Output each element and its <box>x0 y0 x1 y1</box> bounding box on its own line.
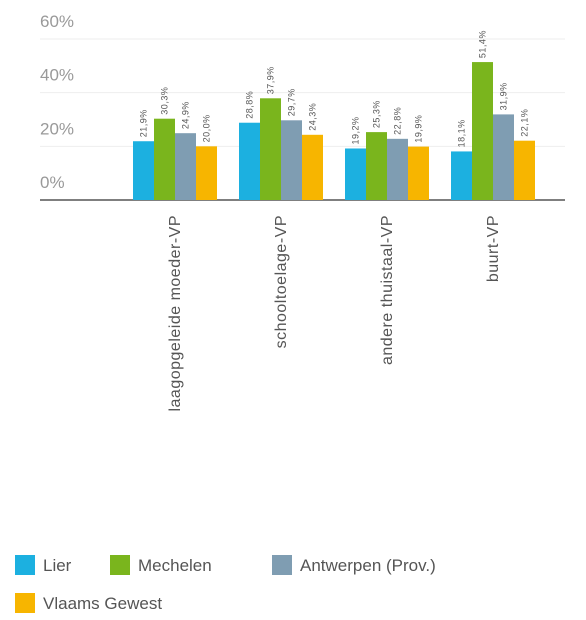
y-tick-label: 60% <box>40 12 74 31</box>
bar <box>281 120 302 200</box>
legend-swatch <box>272 555 292 575</box>
bar <box>154 118 175 200</box>
bar <box>451 151 472 200</box>
value-label: 18,1% <box>457 119 467 147</box>
value-label: 37,9% <box>266 66 276 94</box>
bar <box>133 141 154 200</box>
bar <box>260 98 281 200</box>
bar <box>345 148 366 200</box>
legend-label: Mechelen <box>138 556 212 575</box>
value-label: 51,4% <box>478 30 488 58</box>
y-tick-label: 20% <box>40 119 74 138</box>
bar <box>514 140 535 200</box>
x-tick-label: schooltoelage-VP <box>273 215 290 348</box>
value-label: 19,2% <box>351 116 361 144</box>
bar <box>239 122 260 200</box>
value-label: 28,8% <box>245 91 255 119</box>
value-label: 31,9% <box>499 82 509 110</box>
value-label: 19,9% <box>414 115 424 143</box>
x-tick-label: buurt-VP <box>485 215 502 282</box>
value-label: 25,3% <box>372 100 382 128</box>
bar <box>408 146 429 200</box>
value-label: 22,1% <box>520 109 530 137</box>
bar <box>387 138 408 200</box>
value-label: 20,0% <box>202 114 212 142</box>
x-tick-label: andere thuistaal-VP <box>379 215 396 365</box>
legend-swatch <box>15 593 35 613</box>
value-label: 24,3% <box>308 103 318 131</box>
legend-label: Antwerpen (Prov.) <box>300 556 436 575</box>
x-tick-label: laagopgeleide moeder-VP <box>167 215 184 412</box>
legend-label: Lier <box>43 556 72 575</box>
legend-swatch <box>110 555 130 575</box>
y-tick-label: 40% <box>40 66 74 85</box>
value-label: 21,9% <box>139 109 149 137</box>
legend-label: Vlaams Gewest <box>43 594 162 613</box>
value-label: 22,8% <box>393 107 403 135</box>
value-label: 24,9% <box>181 101 191 129</box>
bar <box>472 62 493 201</box>
bar <box>175 133 196 200</box>
bar <box>196 146 217 200</box>
value-label: 30,3% <box>160 87 170 115</box>
bar <box>366 132 387 200</box>
bar <box>493 114 514 200</box>
legend-swatch <box>15 555 35 575</box>
value-label: 29,7% <box>287 88 297 116</box>
bar <box>302 134 323 200</box>
y-tick-label: 0% <box>40 173 65 192</box>
